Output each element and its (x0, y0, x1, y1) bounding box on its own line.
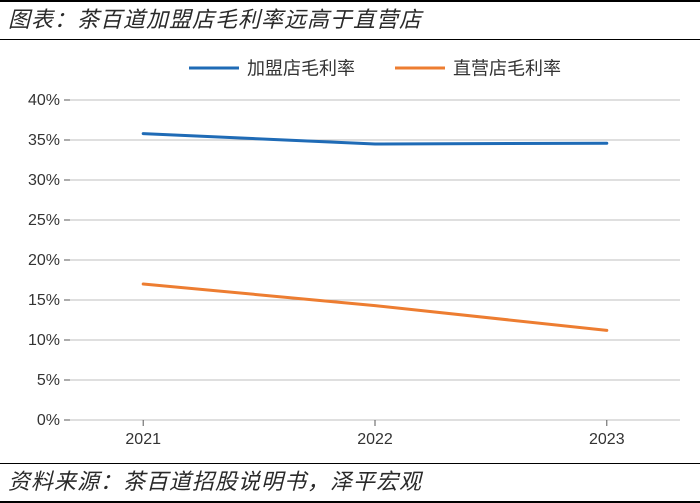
svg-text:40%: 40% (28, 92, 60, 109)
svg-text:2023: 2023 (589, 431, 625, 448)
svg-text:20%: 20% (28, 252, 60, 269)
svg-text:0%: 0% (37, 412, 60, 429)
svg-text:30%: 30% (28, 172, 60, 189)
svg-text:35%: 35% (28, 132, 60, 149)
svg-text:2021: 2021 (125, 431, 161, 448)
svg-text:10%: 10% (28, 332, 60, 349)
svg-text:25%: 25% (28, 212, 60, 229)
svg-text:直营店毛利率: 直营店毛利率 (453, 58, 561, 78)
chart-source: 资料来源：茶百道招股说明书，泽平宏观 (0, 463, 700, 503)
chart-title: 图表：茶百道加盟店毛利率远高于直营店 (0, 0, 700, 40)
svg-text:加盟店毛利率: 加盟店毛利率 (247, 58, 355, 78)
line-chart: 0% 5% 10% 15% 20% 25% 30% 35% 40% 2021 2022 2023 加盟店… (0, 40, 700, 464)
svg-text:5%: 5% (37, 372, 60, 389)
svg-text:15%: 15% (28, 292, 60, 309)
svg-text:2022: 2022 (357, 431, 393, 448)
